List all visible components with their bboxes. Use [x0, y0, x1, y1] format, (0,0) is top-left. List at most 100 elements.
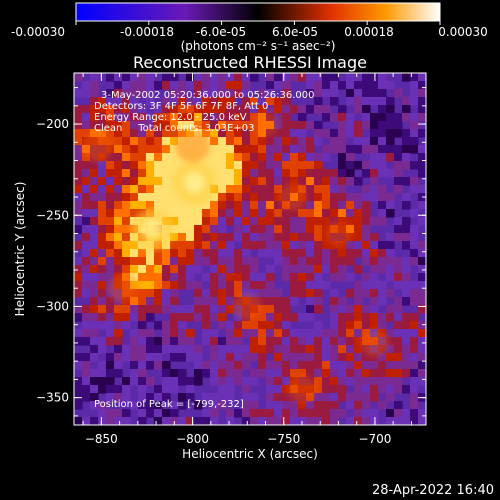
heatmap-cell: [98, 105, 107, 114]
heatmap-cell: [218, 281, 227, 290]
heatmap-cell: [202, 297, 211, 306]
heatmap-cell: [282, 233, 291, 242]
heatmap-cell: [146, 81, 155, 90]
heatmap-cell: [218, 233, 227, 242]
heatmap-cell: [322, 369, 331, 378]
heatmap-cell: [218, 257, 227, 266]
heatmap-cell: [210, 337, 219, 346]
heatmap-cell: [170, 265, 179, 274]
heatmap-cell: [418, 113, 426, 122]
heatmap-cell: [314, 393, 323, 402]
heatmap-cell: [74, 241, 83, 250]
heatmap-cell: [282, 97, 291, 106]
heatmap-cell: [82, 369, 91, 378]
heatmap-cell: [98, 281, 107, 290]
heatmap-cell: [162, 305, 171, 314]
y-tick-label: −300: [36, 299, 69, 313]
heatmap-cell: [418, 417, 426, 425]
heatmap-cell: [178, 329, 187, 338]
heatmap-cell: [314, 233, 323, 242]
heatmap-cell: [370, 121, 379, 130]
heatmap-cell: [402, 345, 411, 354]
heatmap-cell: [274, 385, 283, 394]
heatmap-cell: [106, 153, 115, 162]
heatmap-cell: [314, 297, 323, 306]
heatmap-cell: [98, 249, 107, 258]
heatmap-cell: [266, 209, 275, 218]
heatmap-cell: [282, 265, 291, 274]
heatmap-cell: [154, 409, 163, 418]
heatmap-cell: [106, 265, 115, 274]
heatmap-cell: [354, 321, 363, 330]
heatmap-cell: [106, 121, 115, 130]
heatmap-cell: [146, 337, 155, 346]
heatmap-cell: [122, 89, 131, 98]
heatmap-cell: [298, 353, 307, 362]
heatmap-cell: [266, 97, 275, 106]
heatmap-cell: [114, 121, 123, 130]
heatmap-cell: [138, 289, 147, 298]
heatmap-cell: [258, 329, 267, 338]
heatmap-cell: [218, 321, 227, 330]
heatmap-cell: [378, 289, 387, 298]
heatmap-cell: [410, 249, 419, 258]
heatmap-cell: [378, 97, 387, 106]
heatmap-cell: [130, 105, 139, 114]
heatmap-cell: [154, 401, 163, 410]
heatmap-cell: [242, 329, 251, 338]
heatmap-cell: [314, 369, 323, 378]
colorbar-label-0: -0.00030: [11, 25, 65, 39]
colorbar-label-2: -6.0e-05: [196, 25, 246, 39]
heatmap-cell: [346, 121, 355, 130]
heatmap-cell: [314, 337, 323, 346]
heatmap-cell: [258, 193, 267, 202]
heatmap-cell: [210, 81, 219, 90]
heatmap-cell: [82, 257, 91, 266]
heatmap-cell: [322, 337, 331, 346]
heatmap-cell: [322, 201, 331, 210]
heatmap-cell: [106, 337, 115, 346]
heatmap-cell: [386, 329, 395, 338]
heatmap-cell: [306, 137, 315, 146]
heatmap-cell: [266, 169, 275, 178]
heatmap-cell: [362, 241, 371, 250]
heatmap-cell: [178, 417, 187, 425]
heatmap-cell: [162, 209, 171, 218]
heatmap-cell: [370, 89, 379, 98]
heatmap-cell: [378, 257, 387, 266]
heatmap-cell: [146, 305, 155, 314]
heatmap-cell: [386, 249, 395, 258]
heatmap-cell: [378, 353, 387, 362]
heatmap-cell: [122, 97, 131, 106]
heatmap-cell: [378, 129, 387, 138]
axis-ticks: [74, 73, 426, 425]
heatmap-cell: [170, 121, 179, 130]
heatmap-cell: [402, 137, 411, 146]
heatmap-cell: [354, 201, 363, 210]
heatmap-cell: [90, 201, 99, 210]
heatmap-cell: [202, 409, 211, 418]
heatmap-cell: [274, 105, 283, 114]
heatmap-cell: [154, 121, 163, 130]
heatmap-cell: [386, 241, 395, 250]
heatmap-cell: [138, 329, 147, 338]
heatmap-cell: [146, 409, 155, 418]
heatmap-cell: [298, 249, 307, 258]
heatmap-cell: [210, 281, 219, 290]
heatmap-cell: [322, 417, 331, 425]
heatmap-cell: [402, 273, 411, 282]
heatmap-cell: [354, 193, 363, 202]
heatmap-cell: [234, 377, 243, 386]
heatmap-cell: [154, 113, 163, 122]
colorbar-label-1: -0.00018: [120, 25, 174, 39]
heatmap-cell: [322, 377, 331, 386]
heatmap-cell: [74, 129, 83, 138]
heatmap-cell: [266, 401, 275, 410]
heatmap-cell: [290, 313, 299, 322]
heatmap-cell: [130, 129, 139, 138]
heatmap-cell: [258, 417, 267, 425]
heatmap-cell: [170, 313, 179, 322]
heatmap-cell: [266, 313, 275, 322]
heatmap-cell: [218, 153, 227, 162]
heatmap-cell: [410, 409, 419, 418]
